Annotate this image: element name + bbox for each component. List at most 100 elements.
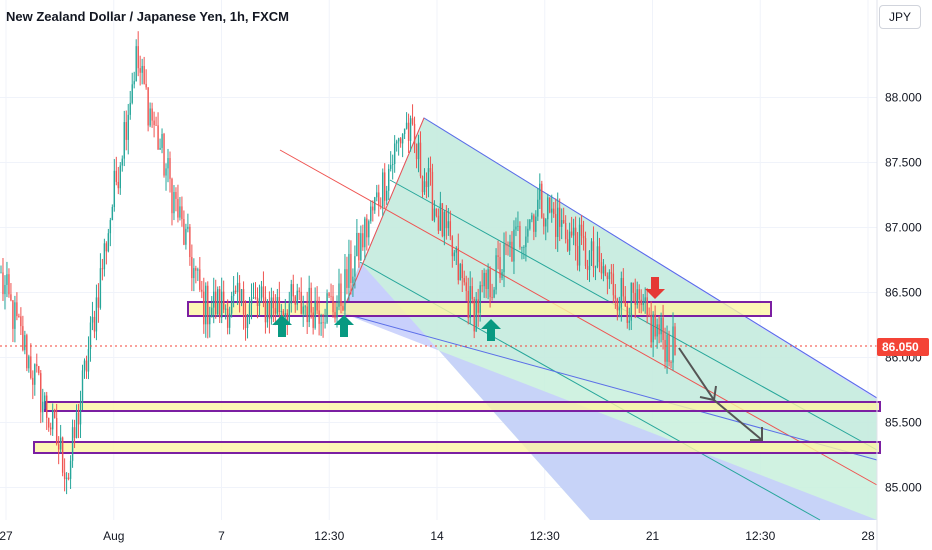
- candle: [105, 241, 108, 265]
- candle: [252, 282, 255, 299]
- candle: [594, 265, 597, 281]
- candle: [547, 193, 549, 233]
- candle: [28, 354, 30, 373]
- candle: [588, 250, 591, 282]
- candle: [71, 419, 74, 468]
- candle: [507, 241, 509, 256]
- candle: [219, 286, 221, 324]
- candle: [199, 257, 201, 292]
- candle: [46, 391, 48, 430]
- candle: [324, 308, 326, 329]
- candle: [22, 315, 24, 352]
- chart-title: New Zealand Dollar / Japanese Yen, 1h, F…: [6, 9, 289, 24]
- support-zone-middle[interactable]: [44, 401, 881, 412]
- candle: [376, 184, 378, 202]
- candle: [161, 128, 163, 154]
- candle: [417, 134, 420, 173]
- candle: [384, 163, 386, 209]
- candle: [51, 403, 54, 436]
- candle: [640, 289, 642, 314]
- candle: [473, 296, 475, 339]
- candle: [171, 177, 173, 226]
- candle: [586, 259, 589, 281]
- candle: [364, 216, 366, 260]
- candle: [658, 315, 660, 344]
- candle: [435, 208, 438, 218]
- candle: [310, 282, 312, 319]
- x-tick-label: 12:30: [745, 529, 775, 543]
- candle: [628, 307, 630, 331]
- candle: [483, 268, 485, 298]
- candle: [618, 296, 621, 318]
- candle: [141, 58, 143, 85]
- candle: [521, 246, 523, 260]
- support-zone-lower[interactable]: [33, 441, 881, 454]
- candle: [73, 419, 76, 449]
- candle: [224, 304, 227, 320]
- candle: [515, 217, 517, 237]
- candle: [260, 280, 263, 303]
- candle: [228, 306, 231, 335]
- candle: [574, 216, 577, 261]
- candle: [326, 289, 328, 324]
- candle: [300, 277, 302, 315]
- candle: [256, 287, 259, 319]
- candle: [4, 275, 6, 310]
- candle: [151, 102, 153, 128]
- candle: [527, 219, 529, 243]
- candle: [101, 258, 104, 281]
- candle: [555, 198, 557, 250]
- candle: [366, 214, 368, 251]
- pitchfork-lower-band: [342, 262, 877, 520]
- candle: [246, 313, 249, 339]
- candle: [519, 221, 521, 250]
- candle: [127, 103, 129, 155]
- candle: [193, 258, 195, 292]
- candle: [664, 327, 666, 369]
- candle: [296, 283, 298, 311]
- candle: [441, 203, 444, 238]
- candle: [397, 137, 400, 156]
- candle: [497, 240, 499, 270]
- candle: [258, 284, 261, 317]
- candle: [509, 234, 511, 257]
- candlestick-series: [0, 31, 676, 495]
- candle: [8, 268, 10, 298]
- candle: [211, 296, 213, 318]
- candle: [133, 71, 135, 89]
- candle: [511, 231, 513, 262]
- candle: [103, 238, 106, 277]
- candle: [445, 205, 448, 240]
- candle: [415, 143, 418, 169]
- candle: [238, 275, 241, 313]
- candle: [370, 200, 372, 224]
- candle: [83, 358, 86, 379]
- candle: [401, 133, 404, 158]
- candle: [320, 313, 322, 336]
- candle: [650, 301, 652, 348]
- candle: [59, 424, 62, 453]
- candle: [598, 237, 601, 273]
- currency-button[interactable]: JPY: [879, 5, 921, 29]
- candle: [423, 168, 426, 195]
- candle: [334, 301, 336, 323]
- candle: [234, 285, 237, 294]
- candle: [187, 213, 189, 233]
- candle: [493, 286, 495, 299]
- candle: [330, 283, 332, 301]
- candle: [660, 312, 662, 343]
- candle: [616, 297, 619, 321]
- candle: [489, 266, 491, 308]
- candle: [624, 286, 626, 308]
- candle: [69, 455, 72, 489]
- candle: [485, 269, 487, 299]
- candle: [602, 259, 605, 282]
- candle: [322, 313, 324, 338]
- candle: [644, 287, 646, 314]
- candle: [608, 269, 611, 289]
- candle: [75, 404, 78, 439]
- candle: [115, 156, 118, 186]
- y-axis: 85.00085.50086.00086.50087.00087.50088.0…: [876, 0, 922, 550]
- candle: [541, 180, 543, 219]
